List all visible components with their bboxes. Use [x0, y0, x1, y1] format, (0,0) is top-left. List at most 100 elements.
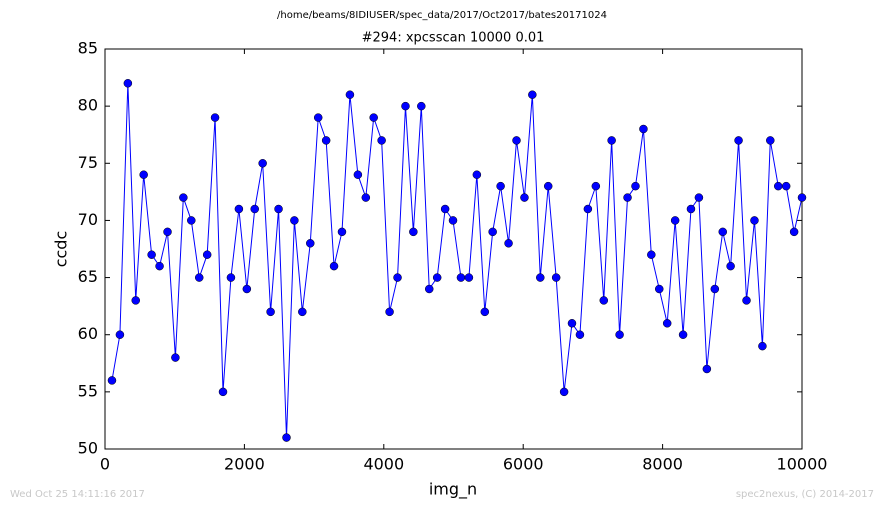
data-point	[591, 181, 601, 191]
data-point	[655, 284, 664, 294]
x-tick-label: 4000	[363, 455, 404, 474]
data-point	[385, 307, 394, 317]
data-point	[607, 136, 616, 145]
data-point	[226, 273, 236, 282]
data-point	[686, 204, 696, 214]
data-point	[750, 216, 759, 225]
data-point	[773, 181, 783, 191]
data-point	[781, 181, 791, 191]
suptitle: /home/beams/8IDIUSER/spec_data/2017/Oct2…	[277, 10, 607, 21]
data-point	[766, 136, 775, 145]
y-tick-label: 85	[78, 39, 98, 58]
data-point	[496, 181, 505, 191]
data-point	[694, 193, 704, 202]
data-point	[147, 250, 156, 259]
data-point	[234, 204, 244, 214]
data-point	[171, 353, 180, 362]
data-point	[440, 204, 450, 214]
y-tick-label: 55	[78, 381, 98, 400]
data-point	[583, 204, 593, 214]
data-point	[742, 296, 751, 305]
data-point	[345, 90, 355, 99]
data-point	[543, 181, 553, 191]
data-point	[163, 227, 172, 237]
data-point	[567, 319, 577, 328]
y-axis-label: ccdc	[52, 231, 71, 268]
data-point	[187, 216, 196, 225]
data-point	[417, 101, 426, 111]
data-point	[631, 181, 640, 191]
data-point	[615, 330, 624, 339]
data-point	[512, 136, 521, 145]
data-point	[575, 330, 585, 339]
data-point	[321, 136, 331, 145]
data-point	[551, 273, 561, 282]
chart-title: #294: xpcsscan 10000 0.01	[362, 31, 545, 46]
data-point	[361, 193, 371, 202]
data-point	[250, 204, 259, 214]
data-point	[409, 227, 418, 237]
data-point	[670, 216, 680, 225]
data-point	[329, 261, 339, 271]
data-point	[647, 250, 656, 259]
data-point	[202, 250, 212, 259]
data-point	[448, 216, 458, 225]
data-point	[758, 341, 767, 351]
data-point	[599, 296, 609, 305]
data-point	[623, 193, 632, 202]
data-point	[789, 227, 799, 237]
data-point	[274, 204, 283, 214]
data-point	[504, 239, 513, 248]
data-line	[111, 83, 803, 438]
y-tick-label: 70	[78, 210, 98, 229]
x-axis-label: img_n	[429, 480, 477, 500]
data-point	[401, 101, 410, 111]
data-point	[266, 307, 275, 317]
data-point	[107, 376, 117, 385]
data-point	[559, 387, 569, 397]
data-point	[520, 193, 529, 202]
data-point	[393, 273, 402, 282]
y-tick-label: 60	[78, 324, 98, 343]
data-point	[139, 170, 148, 179]
x-tick-label: 0	[100, 455, 110, 474]
data-point	[480, 307, 490, 317]
y-tick-label: 50	[78, 439, 98, 458]
y-tick-label: 80	[78, 96, 98, 115]
y-tick-label: 75	[78, 153, 98, 172]
data-point	[123, 79, 133, 88]
x-tick-label: 8000	[642, 455, 683, 474]
data-point	[218, 387, 228, 397]
data-point	[797, 193, 807, 202]
y-tick-label: 65	[78, 267, 98, 286]
data-point	[639, 124, 648, 134]
data-point	[472, 170, 482, 179]
data-point	[155, 261, 164, 271]
data-point	[377, 136, 386, 145]
data-point	[726, 261, 735, 271]
x-tick-label: 2000	[224, 455, 265, 474]
data-point	[194, 273, 204, 282]
plot-frame	[104, 48, 803, 450]
data-point	[131, 296, 140, 305]
data-point	[424, 284, 434, 294]
data-point	[115, 330, 125, 339]
data-point	[718, 227, 728, 237]
data-point	[306, 239, 315, 248]
data-point	[710, 284, 720, 294]
data-point	[464, 273, 474, 282]
data-point	[242, 284, 252, 294]
data-point	[353, 170, 363, 179]
data-point	[337, 227, 347, 237]
timestamp: Wed Oct 25 14:11:16 2017	[10, 489, 145, 500]
data-point	[488, 227, 497, 237]
data-point	[210, 113, 220, 122]
data-point	[258, 159, 267, 168]
data-point	[313, 113, 323, 122]
data-point	[369, 113, 378, 122]
data-point	[734, 136, 743, 145]
data-point	[432, 273, 442, 282]
x-tick-label: 6000	[503, 455, 544, 474]
data-point	[536, 273, 545, 282]
data-point	[662, 319, 672, 328]
